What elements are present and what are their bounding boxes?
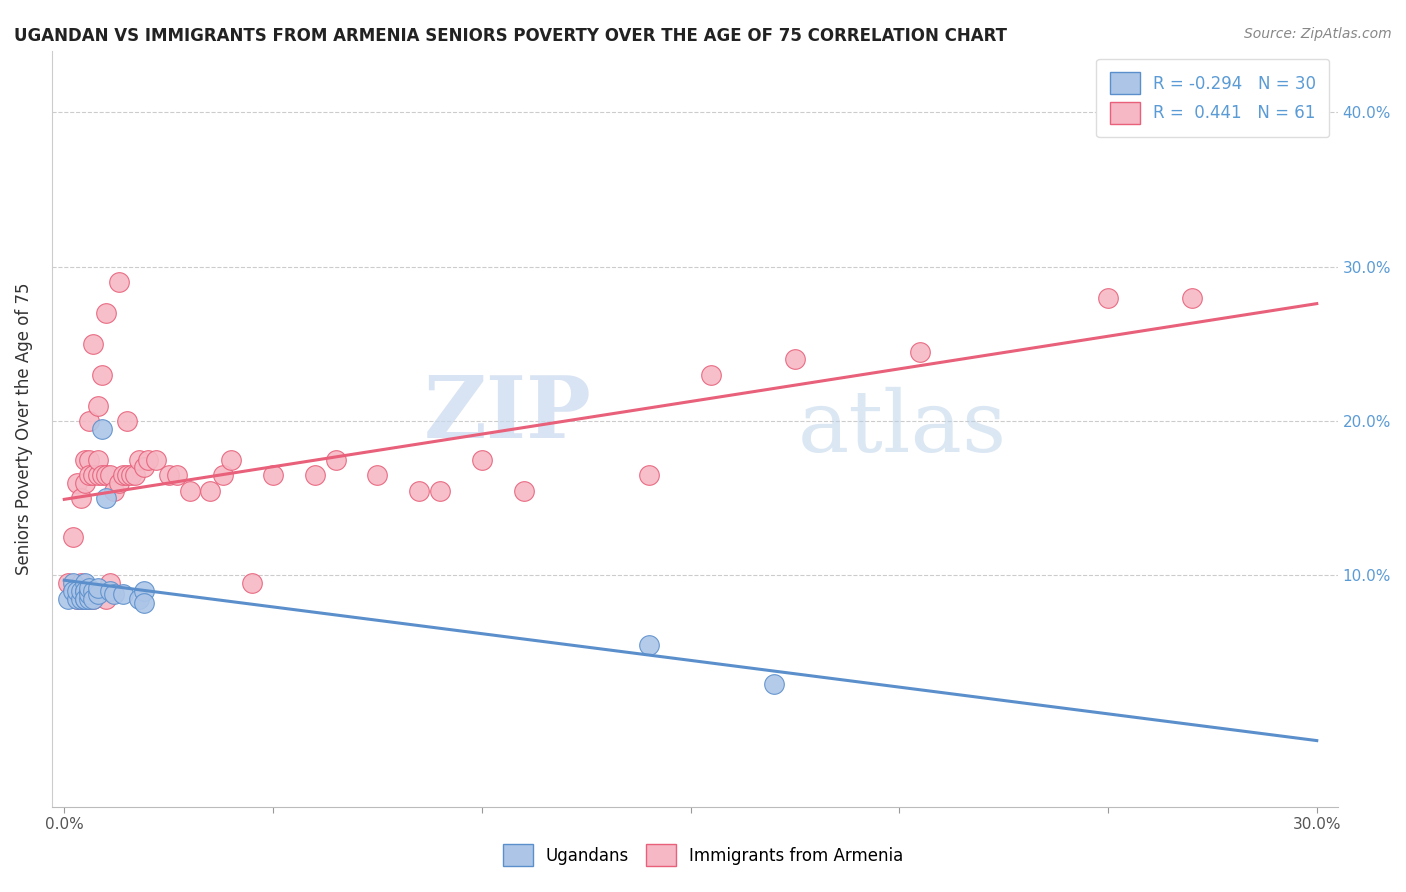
Point xyxy=(70,583,93,598)
Point xyxy=(70,576,93,591)
Point xyxy=(75,591,97,606)
Point xyxy=(62,576,84,591)
Point xyxy=(83,337,105,351)
Text: atlas: atlas xyxy=(797,387,1007,470)
Point xyxy=(107,275,129,289)
Point xyxy=(103,483,125,498)
Point xyxy=(83,583,105,598)
Point xyxy=(429,483,451,498)
Point xyxy=(115,414,138,428)
Point xyxy=(115,468,138,483)
Point xyxy=(240,576,263,591)
Point xyxy=(145,452,167,467)
Point xyxy=(637,638,659,652)
Point xyxy=(90,468,112,483)
Point xyxy=(79,591,101,606)
Point xyxy=(111,587,134,601)
Point xyxy=(90,422,112,436)
Point xyxy=(132,596,155,610)
Point xyxy=(86,581,108,595)
Point xyxy=(98,576,121,591)
Point xyxy=(120,468,142,483)
Point xyxy=(908,344,931,359)
Point xyxy=(408,483,430,498)
Point xyxy=(128,591,150,606)
Point xyxy=(103,587,125,601)
Point xyxy=(212,468,235,483)
Point xyxy=(62,583,84,598)
Text: UGANDAN VS IMMIGRANTS FROM ARMENIA SENIORS POVERTY OVER THE AGE OF 75 CORRELATIO: UGANDAN VS IMMIGRANTS FROM ARMENIA SENIO… xyxy=(14,27,1007,45)
Point xyxy=(75,591,97,606)
Point xyxy=(132,460,155,475)
Legend: R = -0.294   N = 30, R =  0.441   N = 61: R = -0.294 N = 30, R = 0.441 N = 61 xyxy=(1097,59,1329,136)
Point xyxy=(219,452,242,467)
Point xyxy=(366,468,388,483)
Point xyxy=(83,591,105,606)
Point xyxy=(262,468,284,483)
Point xyxy=(98,468,121,483)
Point xyxy=(471,452,494,467)
Point xyxy=(124,468,146,483)
Point xyxy=(325,452,347,467)
Text: ZIP: ZIP xyxy=(425,372,592,456)
Point xyxy=(200,483,222,498)
Point xyxy=(637,468,659,483)
Point xyxy=(157,468,180,483)
Point xyxy=(166,468,188,483)
Point xyxy=(75,576,97,591)
Point xyxy=(58,591,80,606)
Point xyxy=(70,591,93,606)
Point xyxy=(75,475,97,490)
Point xyxy=(132,583,155,598)
Point xyxy=(79,468,101,483)
Point xyxy=(179,483,201,498)
Point xyxy=(94,306,117,320)
Point xyxy=(86,587,108,601)
Point xyxy=(66,591,89,606)
Point xyxy=(86,452,108,467)
Point xyxy=(128,452,150,467)
Point xyxy=(86,399,108,413)
Point xyxy=(107,475,129,490)
Point xyxy=(75,591,97,606)
Point xyxy=(75,583,97,598)
Y-axis label: Seniors Poverty Over the Age of 75: Seniors Poverty Over the Age of 75 xyxy=(15,283,32,575)
Point xyxy=(66,475,89,490)
Point xyxy=(79,452,101,467)
Point xyxy=(783,352,806,367)
Point xyxy=(763,676,786,690)
Point xyxy=(90,368,112,382)
Point xyxy=(62,530,84,544)
Legend: Ugandans, Immigrants from Armenia: Ugandans, Immigrants from Armenia xyxy=(489,831,917,880)
Point xyxy=(66,583,89,598)
Point xyxy=(1097,291,1119,305)
Point xyxy=(111,468,134,483)
Point xyxy=(83,468,105,483)
Point xyxy=(86,468,108,483)
Point xyxy=(79,591,101,606)
Point xyxy=(94,468,117,483)
Point xyxy=(75,583,97,598)
Point xyxy=(1180,291,1202,305)
Point xyxy=(79,587,101,601)
Point xyxy=(62,583,84,598)
Point xyxy=(75,452,97,467)
Point xyxy=(83,591,105,606)
Point xyxy=(94,491,117,506)
Point xyxy=(70,491,93,506)
Point xyxy=(58,576,80,591)
Point xyxy=(98,583,121,598)
Point xyxy=(66,591,89,606)
Point xyxy=(79,583,101,598)
Point xyxy=(304,468,326,483)
Point xyxy=(70,591,93,606)
Point xyxy=(700,368,723,382)
Point xyxy=(136,452,159,467)
Point xyxy=(512,483,534,498)
Point xyxy=(79,414,101,428)
Point xyxy=(79,581,101,595)
Point xyxy=(94,591,117,606)
Text: Source: ZipAtlas.com: Source: ZipAtlas.com xyxy=(1244,27,1392,41)
